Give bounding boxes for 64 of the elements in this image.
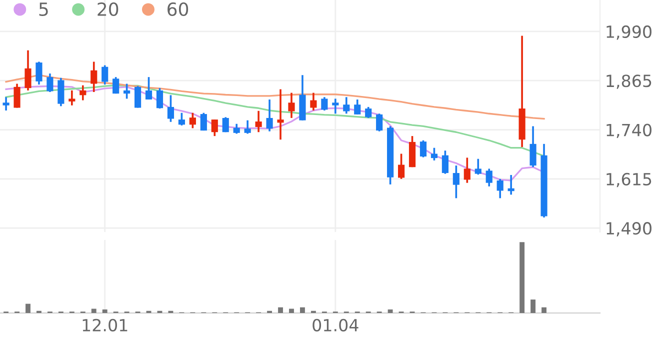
- candlestick: [167, 94, 174, 123]
- candlestick: [288, 92, 295, 119]
- candlestick: [46, 72, 54, 93]
- legend-label: 60: [168, 2, 188, 16]
- candlestick: [233, 122, 240, 135]
- candlestick: [156, 87, 164, 110]
- bar: [289, 308, 294, 313]
- bar: [542, 307, 546, 313]
- bar: [530, 300, 536, 313]
- bar: [520, 242, 525, 313]
- candlestick: [266, 98, 273, 132]
- candlestick: [90, 60, 98, 93]
- candlestick: [310, 92, 317, 112]
- candlestick: [80, 84, 86, 102]
- candlestick: [222, 116, 229, 134]
- candlestick: [321, 96, 328, 112]
- candlestick: [376, 112, 383, 132]
- candlestick: [36, 60, 42, 86]
- candlestick: [134, 85, 142, 109]
- candlestick: [354, 98, 361, 116]
- candlestick: [430, 146, 438, 162]
- y-tick-label: 1,865: [606, 74, 652, 89]
- candlestick: [200, 112, 207, 132]
- candlestick: [365, 106, 372, 119]
- bar: [300, 307, 305, 313]
- candlestick: [398, 152, 405, 180]
- candlestick: [24, 49, 32, 92]
- candlestick: [58, 76, 64, 108]
- bar: [102, 309, 108, 313]
- candlestick: [102, 64, 108, 86]
- bar: [26, 304, 30, 313]
- candlestick: [145, 76, 152, 100]
- candlestick: [420, 139, 427, 158]
- legend-label: 5: [39, 2, 48, 16]
- y-tick-label: 1,490: [606, 222, 652, 236]
- bar: [388, 309, 393, 313]
- candlestick: [112, 76, 120, 94]
- candlestick: [343, 96, 350, 115]
- candlestick: [277, 88, 284, 140]
- candlestick: [211, 118, 218, 137]
- candlestick: [474, 158, 482, 176]
- candlestick: [178, 112, 185, 126]
- candlestick: [124, 82, 130, 100]
- candlestick: [486, 168, 492, 188]
- x-tick-label: 12.01: [82, 318, 128, 332]
- bar: [278, 307, 283, 313]
- candlestick: [14, 82, 20, 109]
- candlestick: [452, 164, 460, 200]
- candlestick: [2, 96, 10, 112]
- candlestick: [255, 110, 262, 134]
- y-tick-label: 1,740: [606, 124, 652, 138]
- legend-label: 20: [98, 2, 118, 16]
- y-tick-label: 1,615: [606, 172, 652, 188]
- x-tick-label: 01.04: [312, 318, 358, 332]
- bar: [91, 308, 96, 313]
- candlestick: [530, 125, 536, 168]
- candlestick: [442, 150, 448, 175]
- candlestick: [68, 90, 76, 106]
- candlestick: [496, 178, 504, 200]
- candlestick: [189, 112, 196, 130]
- y-tick-label: 1,990: [606, 25, 652, 40]
- candlestick: [244, 119, 251, 135]
- candlestick: [464, 156, 470, 184]
- candlestick: [332, 98, 339, 115]
